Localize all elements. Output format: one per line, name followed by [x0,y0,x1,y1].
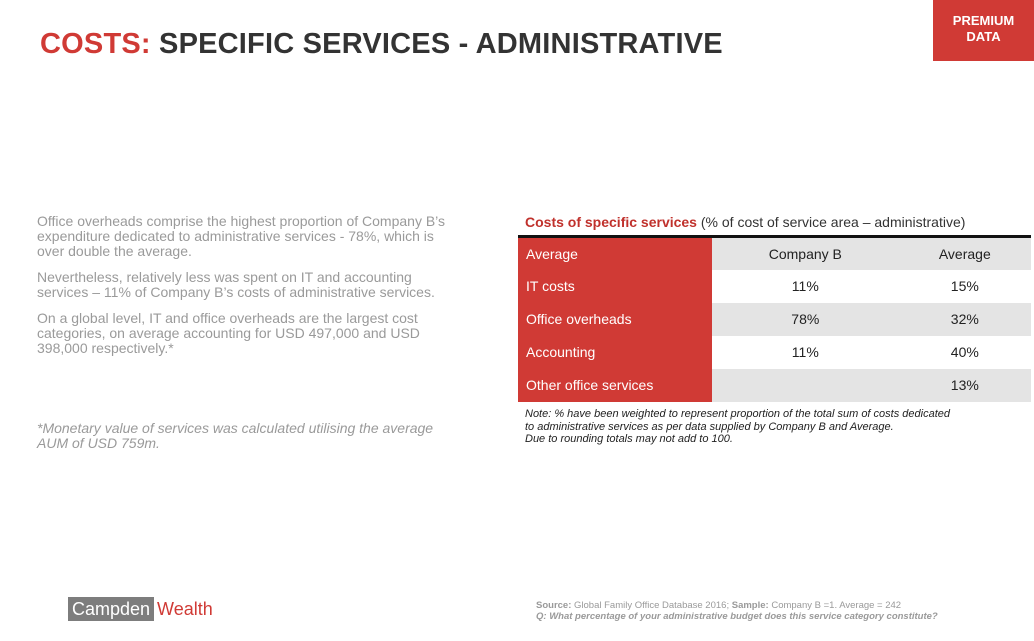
table-header-row: Average Company B Average [518,236,1031,270]
sample-label: Sample: [731,600,769,611]
note-line-1: Note: % have been weighted to represent … [525,408,950,420]
row-value-company-b [712,368,899,402]
row-value-company-b: 11% [712,335,899,369]
badge-line-2: DATA [966,29,1001,44]
page-title: COSTS: SPECIFIC SERVICES - ADMINISTRATIV… [40,28,723,61]
paragraph-2: Nevertheless, relatively less was spent … [37,269,435,300]
source-label: Source: [536,600,572,611]
source-line: Source: Global Family Office Database 20… [536,600,1016,611]
table-row: IT costs 11% 15% [518,269,1031,303]
row-value-average: 32% [898,302,1031,336]
footnote: *Monetary value of services was calculat… [37,420,434,451]
table-note: Note: % have been weighted to represent … [525,408,1025,446]
table-row: Accounting 11% 40% [518,335,1031,369]
title-rest: SPECIFIC SERVICES - ADMINISTRATIVE [150,28,723,60]
premium-data-badge: PREMIUM DATA [933,0,1034,61]
sample-text: Company B =1. Average = 242 [768,600,902,611]
paragraph-3: On a global level, IT and office overhea… [37,310,420,356]
header-cell-average: Average [898,236,1031,270]
row-value-company-b: 11% [712,269,899,303]
table-title-rest: (% of cost of service area – administrat… [696,214,966,230]
note-line-3: Due to rounding totals may not add to 10… [525,433,733,445]
row-label: Accounting [518,335,712,369]
row-value-average: 15% [898,269,1031,303]
header-cell-company-b: Company B [712,236,899,270]
row-label: IT costs [518,269,712,303]
logo-box-text: Campden [68,597,155,621]
costs-table: Average Company B Average IT costs 11% 1… [518,235,1031,402]
row-value-average: 40% [898,335,1031,369]
table-row: Other office services 13% [518,368,1031,402]
title-accent: COSTS: [40,28,151,60]
table-title-bold: Costs of specific services [525,214,697,230]
note-line-2: to administrative services as per data s… [525,420,894,433]
survey-question: Q: What percentage of your administrativ… [536,611,1016,622]
logo-word-text: Wealth [157,599,213,619]
table-row: Office overheads 78% 32% [518,302,1031,336]
paragraph-1: Office overheads comprise the highest pr… [37,213,446,259]
body-text: Office overheads comprise the highest pr… [37,214,457,367]
row-label: Other office services [518,368,712,402]
table-title: Costs of specific services (% of cost of… [525,214,965,230]
row-value-average: 13% [898,368,1031,402]
row-label: Office overheads [518,302,712,336]
source-text: Global Family Office Database 2016; [571,600,732,611]
badge-line-1: PREMIUM [952,13,1015,28]
row-value-company-b: 78% [712,302,899,336]
campden-wealth-logo: Campden Wealth [68,597,213,621]
source-note: Source: Global Family Office Database 20… [536,600,1016,622]
header-cell-label: Average [518,236,712,270]
question-text: Q: What percentage of your administrativ… [536,611,938,622]
